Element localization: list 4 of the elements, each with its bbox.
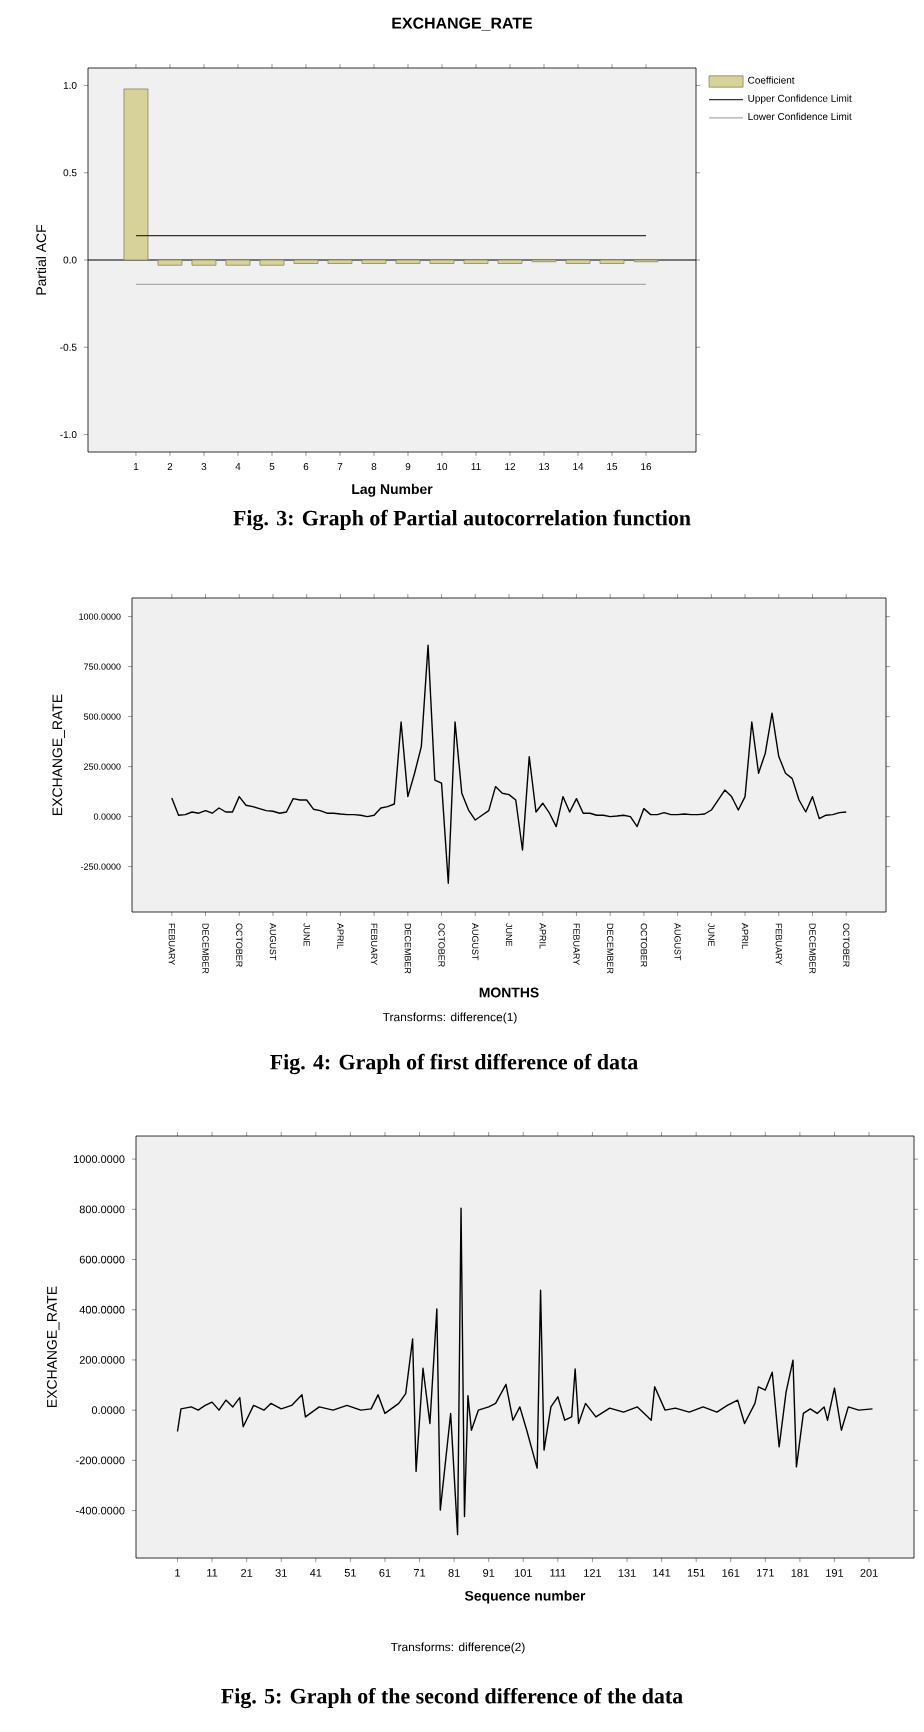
caption: Fig. 4: Graph of first difference of data xyxy=(270,1053,638,1075)
caption: Fig. 5: Graph of the second difference of the data xyxy=(221,1687,683,1709)
line-series xyxy=(176,1207,874,1536)
caption: Fig. 3: Graph of Partial autocorrelation function xyxy=(233,509,691,531)
